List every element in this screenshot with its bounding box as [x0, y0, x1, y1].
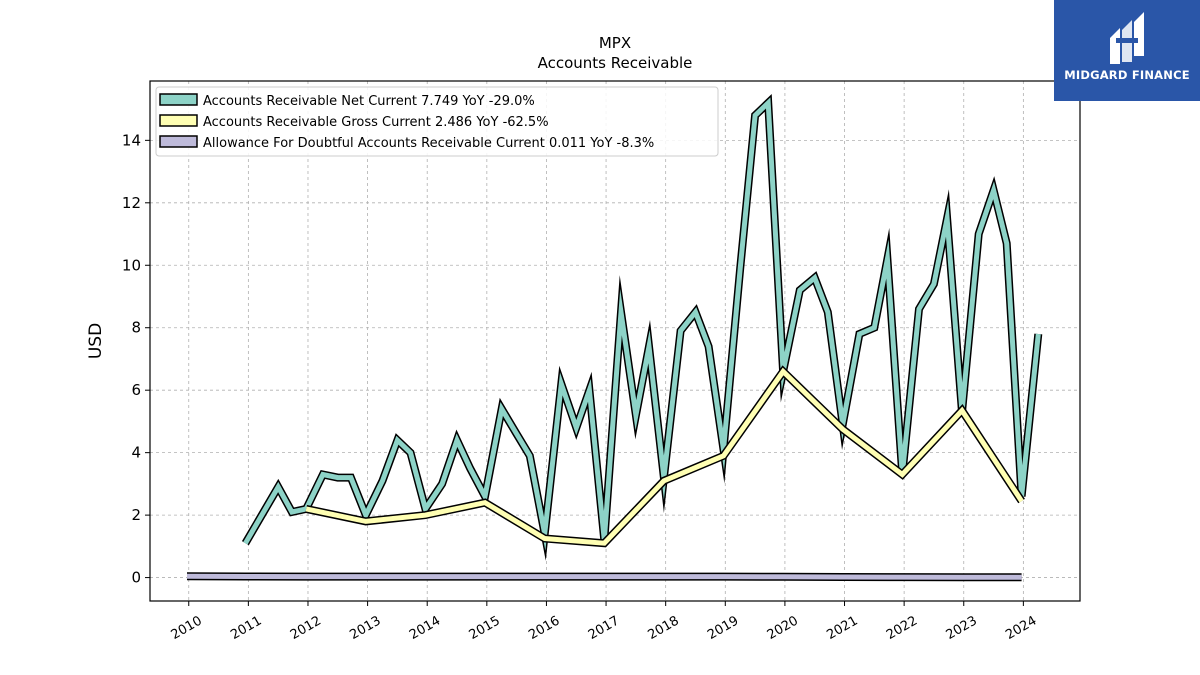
- y-tick-label: 0: [131, 569, 141, 587]
- y-axis-label: USD: [86, 323, 106, 359]
- x-tick-label: 2024: [1003, 613, 1039, 643]
- x-tick-label: 2019: [705, 613, 741, 643]
- chart-subtitle: Accounts Receivable: [538, 54, 693, 72]
- x-tick-label: 2018: [646, 613, 682, 643]
- y-tick-label: 10: [122, 256, 141, 274]
- y-tick-label: 14: [122, 131, 141, 149]
- series-line-3: [186, 573, 1022, 580]
- legend: Accounts Receivable Net Current 7.749 Yo…: [155, 86, 719, 157]
- x-tick-label: 2020: [765, 613, 801, 643]
- logo-mark-icon: [1110, 12, 1144, 64]
- chart-title: MPX: [599, 34, 631, 52]
- x-tick-label: 2013: [347, 613, 383, 643]
- x-tick-label: 2012: [288, 613, 324, 643]
- x-tick-label: 2016: [526, 613, 562, 643]
- x-tick-label: 2014: [407, 613, 443, 643]
- x-tick-label: 2011: [228, 613, 264, 643]
- brand-logo: MIDGARD FINANCE: [1054, 0, 1200, 101]
- series-lines: [186, 94, 1043, 582]
- x-tick-label: 2010: [169, 613, 205, 643]
- x-tick-label: 2022: [884, 613, 920, 643]
- y-tick-label: 6: [131, 381, 141, 399]
- x-tick-label: 2021: [824, 613, 860, 643]
- y-tick-label: 4: [131, 444, 141, 462]
- legend-label: Accounts Receivable Gross Current 2.486 …: [203, 115, 549, 130]
- grid: [150, 81, 1080, 601]
- legend-swatch: [159, 135, 198, 148]
- y-tick-label: 12: [122, 194, 141, 212]
- legend-swatch: [159, 93, 198, 106]
- series-line-2: [305, 367, 1024, 546]
- x-tick-label: 2017: [586, 613, 622, 643]
- series-line-1: [243, 97, 1041, 551]
- legend-label: Allowance For Doubtful Accounts Receivab…: [203, 136, 654, 151]
- legend-label: Accounts Receivable Net Current 7.749 Yo…: [203, 94, 535, 109]
- y-axis: 0 2 4 6 8 10 12 14: [122, 131, 150, 587]
- x-tick-label: 2015: [467, 613, 503, 643]
- y-tick-label: 8: [131, 319, 141, 337]
- logo-text: MIDGARD FINANCE: [1064, 68, 1190, 82]
- plot-frame: [149, 80, 1081, 602]
- x-tick-label: 2023: [944, 613, 980, 643]
- legend-swatch: [159, 114, 198, 127]
- x-axis: 2010 2011 2012 2013 2014 2015 2016 2017 2018 2019…: [169, 601, 1039, 643]
- y-tick-label: 2: [131, 506, 141, 524]
- legend-box: [155, 86, 719, 157]
